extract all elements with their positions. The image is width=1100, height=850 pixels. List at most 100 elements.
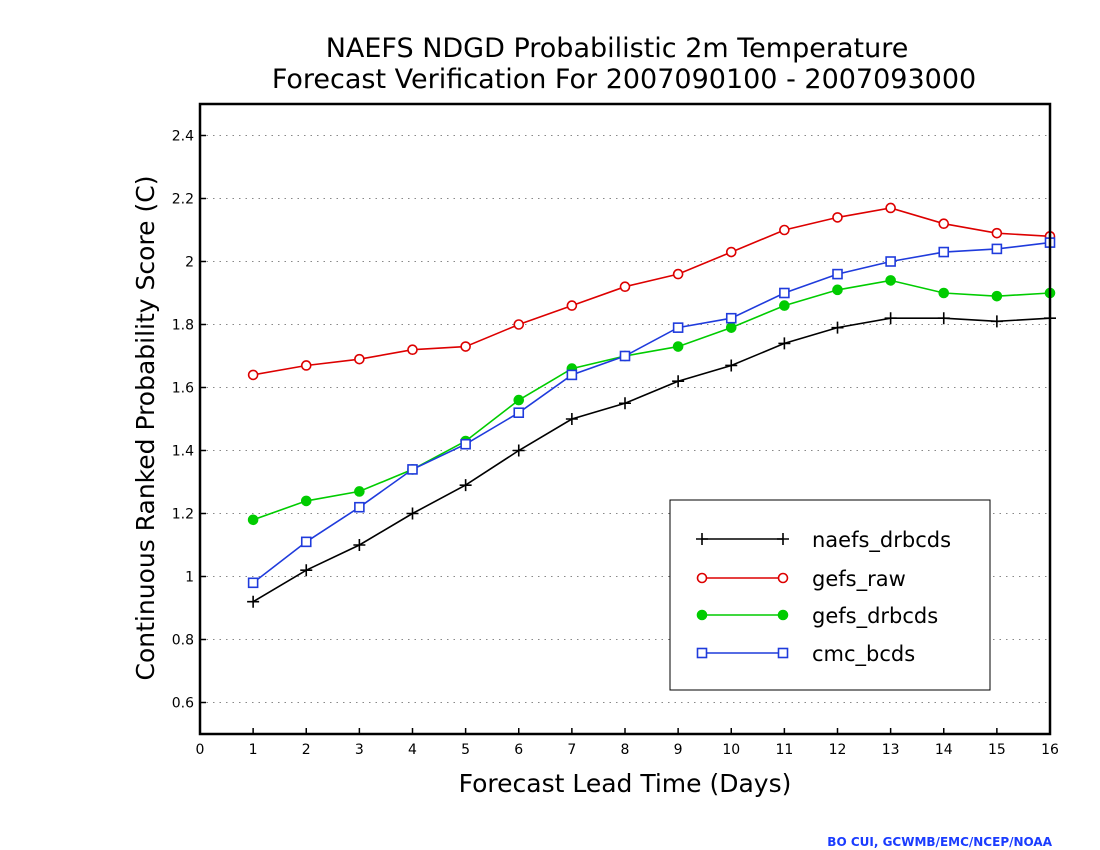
y-tick-label: 1.2 bbox=[172, 507, 194, 523]
data-point-marker bbox=[407, 344, 418, 356]
data-point-marker bbox=[779, 300, 790, 311]
data-point-marker bbox=[513, 319, 525, 330]
data-point-marker bbox=[696, 647, 708, 659]
data-point-marker bbox=[513, 394, 525, 406]
data-point-marker bbox=[777, 609, 789, 621]
y-tick-label: 2.2 bbox=[172, 192, 194, 208]
data-point-marker bbox=[459, 479, 472, 492]
legend-label: gefs_raw bbox=[812, 567, 906, 592]
data-point-marker bbox=[566, 369, 578, 381]
y-tick-label: 1.4 bbox=[172, 444, 194, 460]
x-tick-label: 4 bbox=[408, 742, 417, 758]
y-axis-label: Continuous Ranked Probability Score (C) bbox=[131, 176, 160, 681]
data-point-marker bbox=[407, 464, 418, 475]
x-tick-label: 9 bbox=[674, 742, 683, 758]
x-axis-label: Forecast Lead Time (Days) bbox=[459, 769, 792, 798]
data-point-marker bbox=[672, 268, 684, 280]
series-line bbox=[252, 279, 1051, 521]
x-tick-label: 3 bbox=[355, 742, 364, 758]
data-point-marker bbox=[247, 514, 259, 526]
data-point-marker bbox=[779, 224, 790, 236]
data-point-marker bbox=[937, 312, 950, 325]
data-point-marker bbox=[725, 322, 737, 333]
data-point-marker bbox=[725, 246, 737, 258]
data-point-marker bbox=[300, 495, 312, 507]
data-point-marker bbox=[831, 321, 844, 334]
data-point-marker bbox=[672, 322, 684, 333]
x-tick-label: 1 bbox=[249, 742, 258, 758]
x-tick-label: 2 bbox=[302, 742, 311, 758]
y-tick-label: 1.8 bbox=[172, 318, 194, 334]
data-point-marker bbox=[777, 572, 789, 584]
data-point-marker bbox=[832, 268, 843, 280]
legend-box bbox=[669, 499, 991, 691]
data-point-marker bbox=[696, 572, 708, 584]
x-tick-label: 0 bbox=[196, 742, 205, 758]
x-tick-label: 13 bbox=[882, 742, 900, 758]
data-point-marker bbox=[725, 359, 738, 372]
data-point-marker bbox=[247, 577, 259, 589]
x-tick-label: 15 bbox=[988, 742, 1006, 758]
data-point-marker bbox=[885, 256, 896, 267]
data-point-marker bbox=[832, 212, 843, 223]
data-point-marker bbox=[247, 595, 260, 608]
y-tick-label: 0.8 bbox=[172, 633, 194, 649]
chart-title: NAEFS NDGD Probabilistic 2m Temperature bbox=[326, 33, 909, 64]
credit-text: BO CUI, GCWMB/EMC/NCEP/NOAA bbox=[827, 835, 1052, 849]
data-point-marker bbox=[619, 397, 631, 410]
legend-entry: gefs_drbcds bbox=[696, 604, 938, 629]
data-point-marker bbox=[885, 202, 896, 214]
data-point-marker bbox=[938, 218, 950, 229]
series-line bbox=[252, 241, 1051, 584]
data-point-marker bbox=[513, 407, 525, 419]
x-tick-label: 6 bbox=[514, 742, 523, 758]
data-point-marker bbox=[672, 375, 685, 388]
x-tick-label: 10 bbox=[722, 742, 740, 758]
data-point-marker bbox=[696, 609, 708, 621]
x-tick-label: 5 bbox=[461, 742, 470, 758]
data-point-marker bbox=[300, 536, 312, 548]
y-tick-label: 1 bbox=[185, 570, 194, 586]
legend: naefs_drbcds gefs_raw gefs_drbcds cmc_bcds bbox=[669, 499, 991, 691]
data-point-marker bbox=[777, 533, 789, 545]
plot-frame bbox=[198, 102, 1052, 736]
data-point-marker bbox=[619, 281, 631, 293]
data-point-marker bbox=[991, 243, 1003, 255]
data-point-marker bbox=[300, 564, 313, 577]
data-point-marker bbox=[696, 533, 708, 545]
x-tick-label: 14 bbox=[935, 742, 953, 758]
data-point-marker bbox=[938, 287, 950, 299]
data-point-marker bbox=[460, 341, 471, 352]
data-point-marker bbox=[832, 284, 843, 296]
data-point-marker bbox=[779, 287, 790, 299]
series-gefs_raw bbox=[247, 202, 1056, 381]
data-point-marker bbox=[619, 350, 631, 362]
legend-entry: cmc_bcds bbox=[696, 642, 915, 667]
data-point-marker bbox=[725, 312, 737, 324]
legend-entry: naefs_drbcds bbox=[696, 528, 951, 553]
data-point-marker bbox=[354, 353, 365, 365]
x-tick-label: 11 bbox=[775, 742, 793, 758]
x-tick-label: 8 bbox=[621, 742, 630, 758]
axis-ticks: 0.60.811.21.41.61.822.22.40 1 2 3 4 5 6 7 8 9 10 11… bbox=[172, 129, 1059, 759]
data-point-marker bbox=[778, 337, 791, 350]
data-point-marker bbox=[777, 647, 789, 659]
data-point-marker bbox=[885, 275, 896, 286]
legend-label: gefs_drbcds bbox=[812, 604, 938, 629]
data-point-marker bbox=[566, 300, 578, 311]
data-point-marker bbox=[991, 290, 1003, 302]
legend-label: cmc_bcds bbox=[812, 642, 915, 667]
y-tick-label: 2.4 bbox=[172, 129, 194, 145]
y-tick-label: 1.6 bbox=[172, 381, 194, 397]
data-point-marker bbox=[354, 501, 365, 513]
series-gefs_drbcds bbox=[247, 275, 1056, 526]
x-tick-label: 7 bbox=[567, 742, 576, 758]
series-line bbox=[252, 207, 1051, 376]
data-point-marker bbox=[353, 539, 366, 551]
data-point-marker bbox=[991, 227, 1003, 239]
data-point-marker bbox=[300, 360, 312, 371]
legend-entry: gefs_raw bbox=[696, 567, 906, 592]
data-point-marker bbox=[247, 369, 259, 381]
y-tick-label: 2 bbox=[185, 255, 194, 271]
